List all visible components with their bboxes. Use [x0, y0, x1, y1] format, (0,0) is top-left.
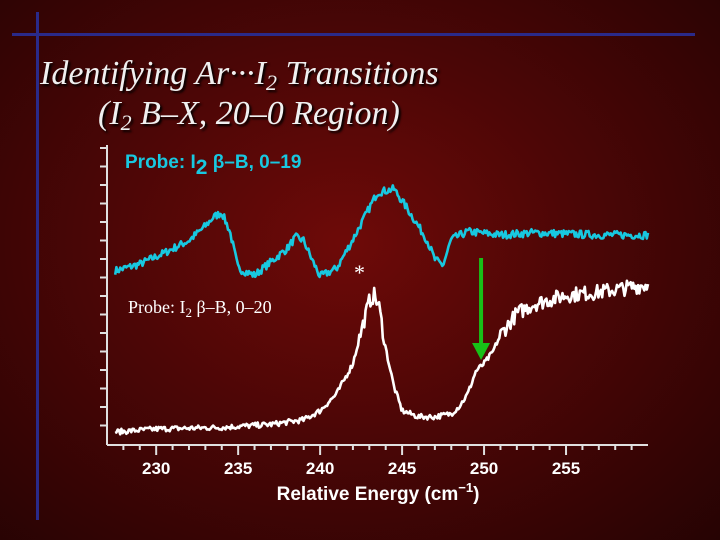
series-line-1 — [114, 279, 650, 436]
x-axis-label-close: ) — [473, 484, 479, 505]
slide-title: Identifying Ar···I2 Transitions (I2 B–X,… — [40, 54, 640, 134]
chart-axes: 230 235 240 245 250 255 — [100, 145, 648, 478]
series-label-0-20-part-b: β–B, 0–20 — [192, 297, 272, 317]
x-tick-label: 240 — [306, 459, 334, 478]
title-line-2-part-a: (I — [98, 95, 121, 132]
x-axis-label-superscript: −1 — [458, 480, 473, 495]
title-line-2: (I2 B–X, 20–0 Region) — [40, 94, 640, 134]
decorative-horizontal-rule — [12, 33, 695, 36]
x-tick-label: 235 — [224, 459, 252, 478]
x-tick-label: 255 — [552, 459, 580, 478]
x-tick-label: 230 — [142, 459, 170, 478]
decorative-vertical-rule — [36, 12, 39, 520]
peak-star-marker: * — [354, 260, 365, 285]
series-label-0-19-part-a: Probe: I — [125, 152, 196, 173]
series-label-0-19-part-b: β–B, 0–19 — [207, 152, 301, 173]
series-label-0-20-subscript: 2 — [186, 305, 193, 320]
title-line-1: Identifying Ar···I2 Transitions — [40, 55, 439, 95]
chart-series — [113, 184, 650, 436]
x-axis-label: Relative Energy (cm−1) — [277, 480, 480, 505]
x-axis-label-main: Relative Energy (cm — [277, 484, 459, 505]
title-line-2-part-b: B–X, 20–0 Region) — [131, 95, 400, 132]
series-label-0-20: Probe: I2 β–B, 0–20 — [128, 297, 272, 320]
series-label-0-19: Probe: I2 β–B, 0–19 — [125, 152, 301, 179]
x-tick-label: 245 — [388, 459, 416, 478]
green-arrow-icon — [472, 258, 491, 360]
series-line-0 — [113, 184, 650, 279]
title-line-2-subscript: 2 — [120, 110, 132, 135]
title-line-1-part-b: Transitions — [277, 55, 439, 92]
title-line-1-part-a: Identifying Ar···I — [40, 55, 266, 92]
title-line-1-subscript: 2 — [266, 70, 277, 95]
series-label-0-20-part-a: Probe: I — [128, 297, 186, 317]
series-label-0-19-subscript: 2 — [196, 156, 208, 179]
x-tick-label: 250 — [470, 459, 498, 478]
